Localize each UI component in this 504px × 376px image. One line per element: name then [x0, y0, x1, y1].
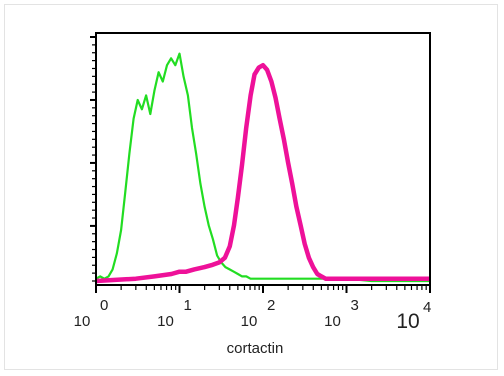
tick-exponent: 2 [267, 297, 275, 314]
x-tick-label: 10 0 [74, 297, 109, 330]
tick-exponent: 0 [100, 297, 108, 314]
x-tick-label: 10 1 [157, 297, 192, 330]
y-axis-ticks [90, 36, 96, 282]
x-tick-label: 10 3 [324, 297, 359, 330]
tick-base: 10 [74, 313, 91, 330]
tick-exponent: 1 [184, 297, 192, 314]
tick-base: 10 [157, 313, 174, 330]
chart-frame [4, 4, 498, 370]
tick-base: 10 [241, 313, 258, 330]
series-layer [95, 52, 430, 284]
x-tick-label: 10 2 [241, 297, 276, 330]
x-axis-title: cortactin [227, 340, 284, 357]
series-line-1 [95, 52, 430, 283]
x-axis-ticks [95, 285, 431, 293]
tick-base: 10 [324, 313, 341, 330]
tick-base: 10 [396, 310, 419, 333]
plot-area-border [95, 32, 431, 286]
x-tick-label: 104 [396, 299, 431, 333]
tick-exponent: 4 [423, 299, 431, 316]
tick-exponent: 3 [351, 297, 359, 314]
series-line-2 [95, 62, 430, 284]
